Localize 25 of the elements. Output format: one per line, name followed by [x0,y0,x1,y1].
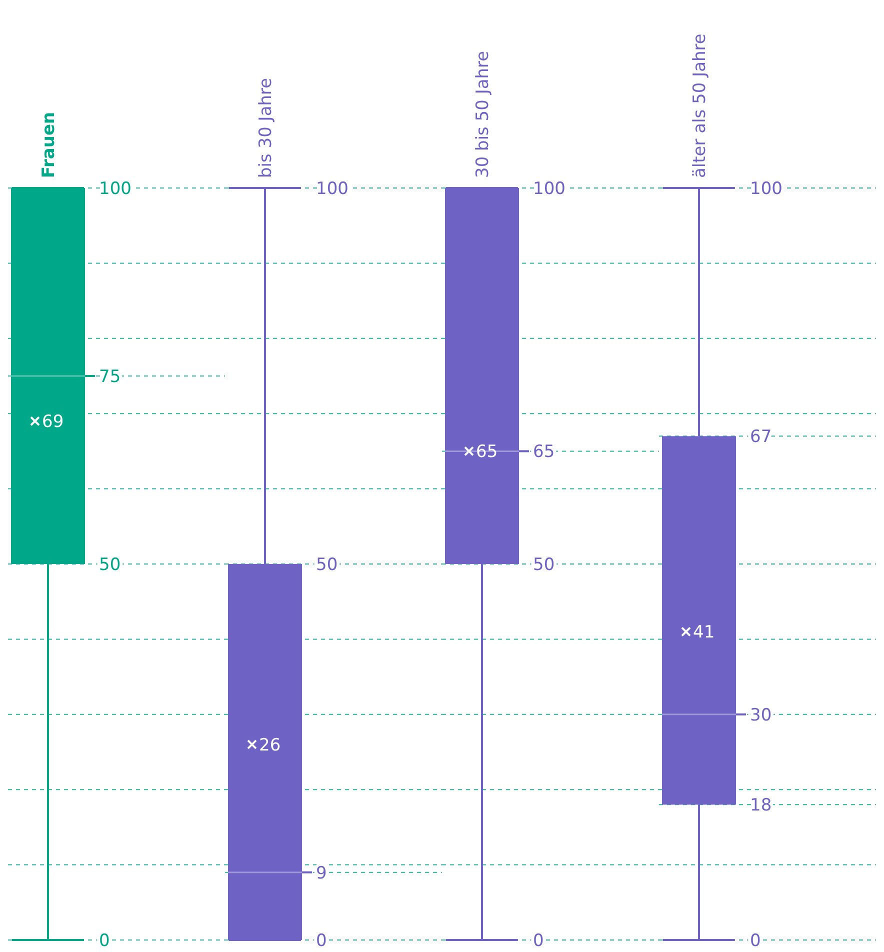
annotation: 69 [42,412,64,432]
y-tick-label: 0 [99,930,110,951]
y-tick-label: 0 [533,930,544,951]
y-tick-label: 75 [99,366,121,387]
y-tick-label: 50 [316,554,338,575]
x-tick-label: Frauen [39,112,59,178]
y-tick-label: 100 [99,178,132,199]
y-tick-label: 0 [316,930,327,951]
y-tick-label: 50 [99,554,121,575]
y-tick-label: 100 [750,178,782,199]
y-tick-label: 100 [316,178,348,199]
y-tick-label: 67 [750,427,772,448]
annotation: 41 [693,622,715,643]
annotation: 65 [476,442,498,462]
y-tick-label: 65 [533,442,555,462]
x-tick-label: älter als 50 Jahre [690,34,710,178]
y-tick-label: 18 [750,796,772,816]
y-tick-label: 50 [533,554,555,575]
x-tick-label: bis 30 Jahre [256,78,276,178]
y-tick-label: 30 [750,705,772,726]
y-tick-label: 0 [750,930,761,951]
y-tick-label: 9 [316,863,327,884]
x-tick-label: 30 bis 50 Jahre [473,50,493,178]
annotation: 26 [259,735,281,756]
y-tick-label: 100 [533,178,566,199]
